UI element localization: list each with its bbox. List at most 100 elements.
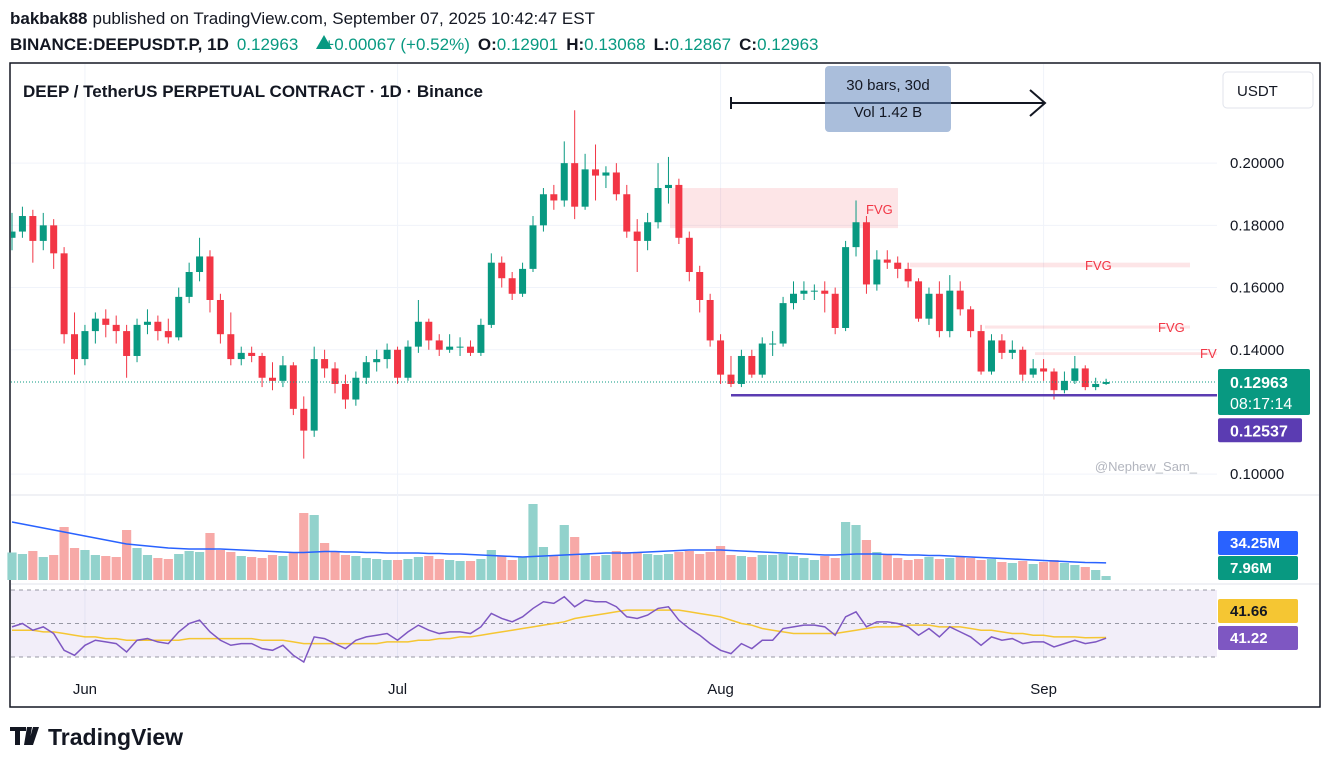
header-line: bakbak88 published on TradingView.com, Se…	[10, 9, 595, 28]
candle-body	[227, 334, 235, 360]
candle-body	[998, 340, 1006, 353]
author: bakbak88	[10, 9, 88, 28]
volume-bar	[278, 556, 288, 580]
candle-body	[612, 172, 620, 195]
volume-bar	[653, 555, 663, 580]
volume-bar	[142, 555, 153, 580]
chart-title: DEEP / TetherUS PERPETUAL CONTRACT · 1D …	[23, 82, 483, 101]
candle-body	[216, 299, 224, 335]
h-label: H:	[566, 35, 584, 54]
measure-box	[825, 66, 951, 132]
candle-body	[581, 169, 589, 207]
candle-body	[477, 324, 485, 353]
candle-body	[915, 281, 923, 319]
volume-bar	[236, 556, 246, 580]
volume-bar	[424, 556, 434, 580]
volume-bar	[132, 548, 142, 580]
volume-bar	[945, 558, 955, 580]
volume-bar	[872, 552, 882, 580]
candle-body	[81, 331, 89, 360]
candle-body	[258, 355, 266, 378]
candle-body	[654, 188, 662, 223]
candle-body	[696, 272, 704, 300]
candle-body	[529, 225, 537, 269]
volume-bar	[1080, 567, 1090, 580]
candle-body	[60, 253, 68, 335]
fvg-zone	[910, 262, 1190, 268]
volume-bar	[153, 558, 163, 580]
change: +0.00067 (+0.52%)	[324, 35, 470, 54]
l-label: L:	[654, 35, 670, 54]
volume-bar	[205, 533, 215, 580]
volume-bar	[163, 559, 173, 580]
candle-body	[362, 362, 370, 378]
volume-label-box	[1218, 556, 1298, 580]
candle-body	[383, 349, 391, 360]
candle-body	[550, 194, 558, 201]
symbol: BINANCE:DEEPUSDT.P, 1D	[10, 35, 229, 54]
candle-body	[279, 365, 287, 381]
currency: USDT	[1237, 83, 1278, 100]
candle-body	[425, 321, 433, 341]
volume-bar	[1038, 562, 1049, 580]
candle-body	[737, 355, 745, 384]
candle-body	[164, 331, 172, 338]
candle-body	[675, 184, 683, 238]
candle-body	[758, 343, 766, 375]
volume-bar	[674, 552, 684, 580]
volume-bar	[997, 562, 1007, 580]
up-arrow	[316, 35, 332, 49]
candle-body	[404, 346, 412, 378]
candle-body	[894, 262, 902, 269]
volume-bar	[715, 546, 726, 580]
volume-bar	[768, 555, 778, 580]
volume-bar	[330, 552, 340, 580]
candle-body	[519, 268, 527, 294]
candle-body	[1019, 349, 1027, 375]
candle-body	[602, 172, 610, 176]
measure-text: 30 bars, 30d	[846, 77, 929, 94]
x-tick-label: Jul	[388, 681, 407, 698]
candle-body	[133, 324, 141, 356]
brand: TradingView	[48, 724, 183, 750]
volume-bar	[841, 522, 851, 580]
candle-body	[1040, 368, 1048, 372]
candle-body	[414, 321, 422, 347]
volume-bar	[403, 559, 413, 580]
volume-bar	[59, 527, 69, 580]
volume-bar	[309, 515, 319, 580]
volume-bar	[1049, 560, 1059, 580]
volume-bar	[413, 557, 423, 580]
volume-bar	[247, 557, 257, 580]
volume-bar	[924, 557, 934, 580]
candle-body	[102, 318, 110, 325]
volume-bar	[747, 557, 757, 580]
volume-bar	[507, 560, 517, 580]
fvg-label: FVG	[1085, 258, 1112, 273]
rsi-ma-line	[12, 609, 1107, 645]
volume-bar	[861, 540, 872, 580]
currency-box[interactable]	[1222, 71, 1314, 109]
candle-body	[321, 359, 329, 369]
y-tick-label: 0.18000	[1230, 217, 1284, 234]
candle-body	[592, 169, 600, 176]
volume-bar	[778, 554, 788, 580]
volume-bar	[570, 537, 580, 580]
candle-body	[1102, 382, 1110, 384]
candle-body	[1081, 368, 1089, 388]
volume-bar	[622, 552, 632, 580]
candle-body	[852, 222, 860, 248]
volume-bar	[934, 559, 944, 580]
candle-body	[946, 290, 954, 332]
candle-body	[1050, 371, 1058, 391]
rsi-label-box	[1218, 626, 1298, 650]
volume-bar	[705, 552, 715, 580]
candle-body	[842, 247, 850, 328]
volume-bar	[882, 554, 892, 580]
candle-body	[790, 293, 797, 304]
candle-body	[185, 272, 193, 297]
volume-ma-line	[11, 521, 1107, 564]
volume-bar	[49, 555, 59, 580]
fvg-zone	[985, 325, 1190, 329]
